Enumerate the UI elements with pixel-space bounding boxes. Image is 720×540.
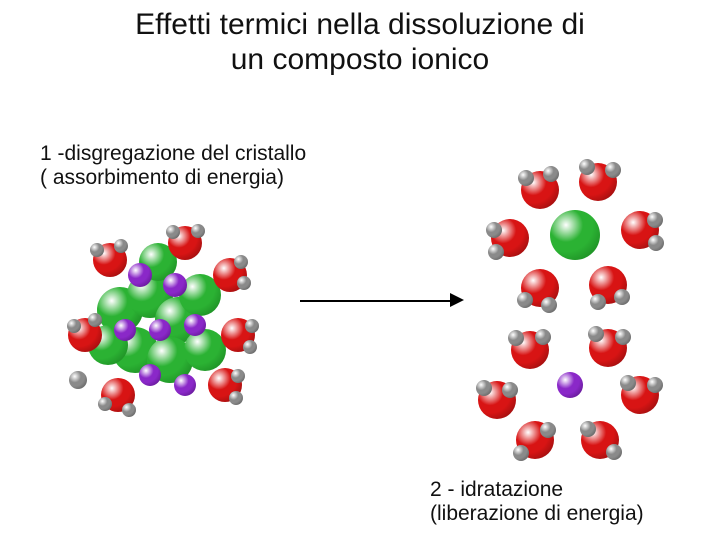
step1-label: 1 -disgregazione del cristallo ( assorbi… [40, 142, 306, 190]
crystal-sphere [191, 224, 205, 238]
hydrated-sphere [517, 292, 533, 308]
hydrated-sphere [580, 421, 596, 437]
hydrated-sphere [588, 326, 604, 342]
hydrated-sphere [508, 330, 524, 346]
crystal-sphere [245, 319, 259, 333]
hydrated-sphere [590, 294, 606, 310]
title-line-2: un composto ionico [0, 43, 720, 78]
hydrated-sphere [647, 212, 663, 228]
arrow-head-icon [450, 293, 464, 307]
crystal-sphere [234, 255, 248, 269]
hydrated-sphere [605, 162, 621, 178]
crystal-sphere [88, 313, 102, 327]
hydrated-sphere [502, 382, 518, 398]
hydrated-sphere [476, 380, 492, 396]
hydrated-sphere [541, 297, 557, 313]
hydrated-sphere [543, 166, 559, 182]
crystal-sphere [114, 319, 136, 341]
hydrated-sphere [620, 375, 636, 391]
hydrated-sphere [647, 377, 663, 393]
hydrated-sphere [648, 235, 664, 251]
crystal-sphere [98, 397, 112, 411]
crystal-sphere [163, 273, 187, 297]
crystal-sphere [229, 391, 243, 405]
crystal-sphere [149, 319, 171, 341]
crystal-sphere [90, 243, 104, 257]
crystal-sphere [237, 276, 251, 290]
hydrated-sphere [614, 289, 630, 305]
title-line-1: Effetti termici nella dissoluzione di [0, 8, 720, 43]
crystal-sphere [122, 403, 136, 417]
hydrated-sphere [518, 170, 534, 186]
hydrated-sphere [488, 244, 504, 260]
crystal-sphere [166, 225, 180, 239]
step2-line-1: 2 - idratazione [430, 478, 644, 502]
hydrated-sphere [606, 444, 622, 460]
crystal-sphere [174, 374, 196, 396]
step2-line-2: (liberazione di energia) [430, 502, 644, 526]
crystal-sphere [184, 314, 206, 336]
crystal-sphere [69, 371, 87, 389]
hydrated-sphere [486, 222, 502, 238]
crystal-sphere [231, 369, 245, 383]
hydrated-sphere [513, 445, 529, 461]
crystal-sphere [114, 239, 128, 253]
hydrated-sphere [540, 422, 556, 438]
step2-label: 2 - idratazione (liberazione di energia) [430, 478, 644, 526]
step1-line-1: 1 -disgregazione del cristallo [40, 142, 306, 166]
hydrated-sphere [615, 329, 631, 345]
hydrated-sphere [550, 210, 600, 260]
crystal-sphere [67, 319, 81, 333]
crystal-sphere [128, 263, 152, 287]
crystal-sphere [139, 364, 161, 386]
reaction-arrow [300, 293, 464, 307]
step1-line-2: ( assorbimento di energia) [40, 166, 306, 190]
diagram-title: Effetti termici nella dissoluzione di un… [0, 8, 720, 77]
hydrated-sphere [535, 329, 551, 345]
hydrated-sphere [557, 372, 583, 398]
crystal-sphere [243, 340, 257, 354]
arrow-line [300, 300, 450, 302]
hydrated-sphere [579, 159, 595, 175]
diagram-stage: Effetti termici nella dissoluzione di un… [0, 0, 720, 540]
